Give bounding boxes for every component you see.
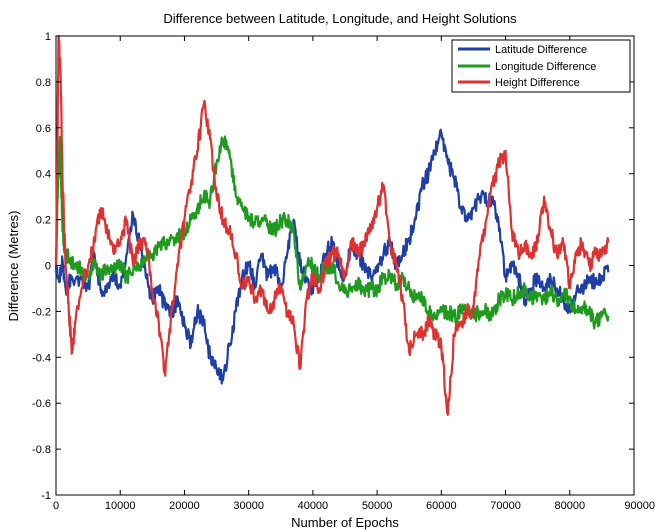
y-axis-label: Difference (Metres) bbox=[6, 210, 21, 321]
series-line-height-difference bbox=[54, 34, 610, 416]
x-tick-label: 20000 bbox=[169, 500, 200, 512]
x-tick-label: 70000 bbox=[490, 500, 521, 512]
series-layer bbox=[54, 34, 610, 416]
x-tick-label: 30000 bbox=[233, 500, 264, 512]
chart-title: Difference between Latitude, Longitude, … bbox=[163, 11, 517, 26]
y-tick-label: -0.6 bbox=[32, 398, 51, 410]
y-tick-label: 0.4 bbox=[36, 169, 51, 181]
x-tick-label: 90000 bbox=[624, 500, 655, 512]
y-tick-label: -0.8 bbox=[32, 444, 51, 456]
x-tick-label: 80000 bbox=[554, 500, 585, 512]
x-axis-label: Number of Epochs bbox=[291, 515, 399, 530]
y-tick-label: 1 bbox=[45, 31, 51, 43]
x-tick-label: 10000 bbox=[105, 500, 136, 512]
x-tick-label: 40000 bbox=[298, 500, 329, 512]
legend-label-height: Height Difference bbox=[495, 77, 580, 89]
y-tick-label: -0.4 bbox=[32, 352, 51, 364]
y-tick-label: -0.2 bbox=[32, 306, 51, 318]
series-line-longitude-difference bbox=[54, 135, 610, 330]
x-tick-label: 50000 bbox=[362, 500, 393, 512]
x-tick-label: 60000 bbox=[426, 500, 457, 512]
plot-area bbox=[55, 35, 635, 496]
y-tick-label: -1 bbox=[41, 490, 51, 502]
y-tick-label: 0.8 bbox=[36, 77, 51, 89]
ticks-layer: 0 10000 20000 30000 40000 50000 60000 70000 8000… bbox=[32, 31, 655, 512]
x-tick-label: 0 bbox=[53, 500, 59, 512]
legend: Latitude Difference Longitude Difference… bbox=[451, 39, 631, 93]
y-tick-label: 0.2 bbox=[36, 215, 51, 227]
y-tick-label: 0.6 bbox=[36, 123, 51, 135]
y-tick-label: 0 bbox=[45, 261, 51, 273]
legend-label-longitude: Longitude Difference bbox=[495, 61, 596, 73]
legend-label-latitude: Latitude Difference bbox=[495, 44, 587, 56]
